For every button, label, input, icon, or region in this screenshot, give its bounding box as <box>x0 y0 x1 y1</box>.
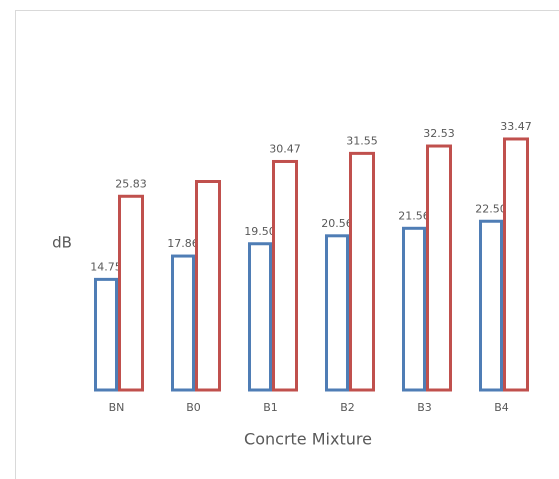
bar <box>118 194 144 392</box>
bar <box>402 226 426 392</box>
bar <box>426 144 452 392</box>
x-tick-label: B1 <box>263 401 278 414</box>
bar <box>195 180 221 392</box>
x-tick-label: B3 <box>417 401 432 414</box>
bar <box>171 254 195 392</box>
bar <box>272 159 298 392</box>
x-axis-title: Concrte Mixture <box>244 430 372 449</box>
bar <box>248 242 272 392</box>
data-label: 17.86 <box>167 237 199 250</box>
y-axis-title: dB <box>52 234 72 252</box>
data-label: 20.56 <box>321 217 353 230</box>
bar <box>503 137 529 392</box>
x-tick-label: B2 <box>340 401 355 414</box>
data-label: 22.50 <box>475 202 507 215</box>
data-label: 31.55 <box>346 134 378 147</box>
data-label: 33.47 <box>500 120 532 133</box>
data-label: 19.50 <box>244 225 276 238</box>
data-label: 14.75 <box>90 260 122 273</box>
x-tick-label: BN <box>109 401 125 414</box>
data-label: 21.56 <box>398 209 430 222</box>
bar <box>94 277 118 392</box>
bar <box>349 151 375 392</box>
bar <box>479 219 503 392</box>
x-tick-label: B0 <box>186 401 201 414</box>
chart-frame <box>15 10 559 479</box>
bar <box>325 234 349 392</box>
data-label: 32.53 <box>423 127 455 140</box>
data-label: 30.47 <box>269 142 301 155</box>
x-tick-label: B4 <box>494 401 509 414</box>
data-label: 25.83 <box>115 177 147 190</box>
